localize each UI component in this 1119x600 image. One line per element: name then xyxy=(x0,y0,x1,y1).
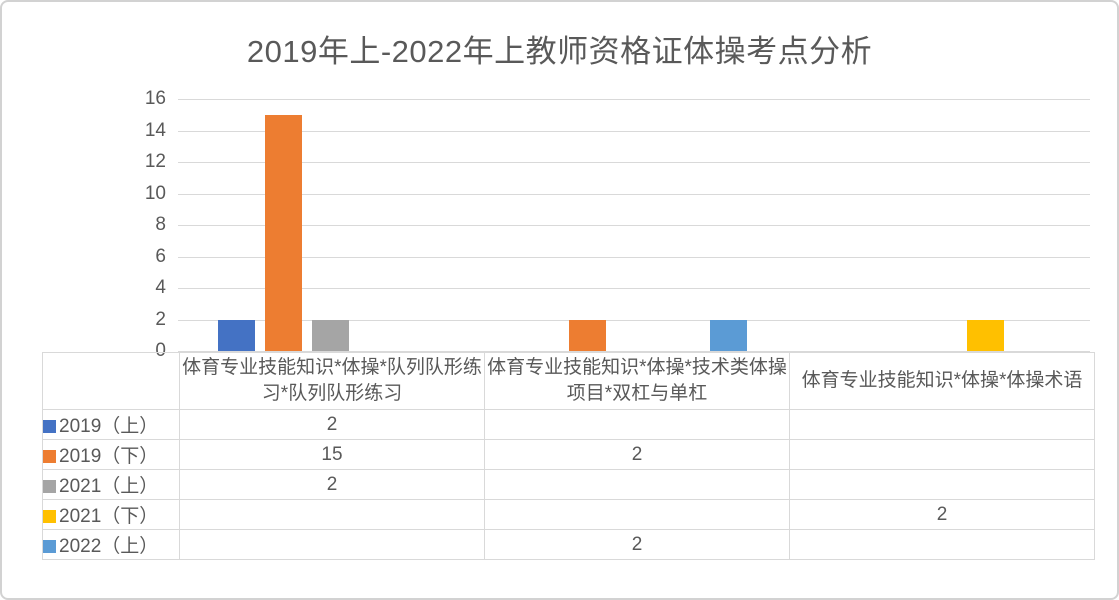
table-cell: 2 xyxy=(179,409,485,440)
table-row: 2022（上） 2 xyxy=(42,529,1095,560)
table-cell: 15 xyxy=(179,439,485,470)
table-cell: 2 xyxy=(484,529,790,560)
gridline xyxy=(178,162,1090,163)
y-axis-tick-label: 2 xyxy=(155,308,166,330)
y-axis-tick-label: 16 xyxy=(144,88,166,109)
table-cell xyxy=(789,439,1095,470)
legend-label: 2021（下） xyxy=(59,506,159,527)
bar-series-2-category-1 xyxy=(264,114,302,351)
gridline xyxy=(178,319,1090,321)
table-cell xyxy=(789,469,1095,500)
table-cell xyxy=(484,409,790,440)
legend-key-1: 2019（上） xyxy=(42,409,180,440)
legend-marker-icon xyxy=(43,540,56,553)
legend-label: 2019（上） xyxy=(59,416,159,437)
y-axis-tick-label: 6 xyxy=(155,245,166,267)
table-header-row: 体育专业技能知识*体操*队列队形练习*队列队形练习 体育专业技能知识*体操*技术类… xyxy=(42,352,1095,410)
y-axis-tick-label: 4 xyxy=(155,277,166,298)
table-corner-blank xyxy=(42,352,180,410)
table-row: 2021（上） 2 xyxy=(42,469,1095,500)
table-row: 2019（上） 2 xyxy=(42,409,1095,440)
legend-label: 2021（上） xyxy=(59,476,159,497)
y-axis-tick-label: 10 xyxy=(144,182,166,204)
gridline xyxy=(178,130,1090,132)
gridline xyxy=(178,288,1090,289)
bar-series-3-category-1 xyxy=(311,319,349,351)
table-cell: 2 xyxy=(484,439,790,470)
bar-series-5-category-2 xyxy=(709,319,747,351)
bar-series-1-category-1 xyxy=(217,319,255,351)
bar-series-2-category-2 xyxy=(568,319,606,351)
legend-key-4: 2021（下） xyxy=(42,499,180,530)
data-table: 体育专业技能知识*体操*队列队形练习*队列队形练习 体育专业技能知识*体操*技术类… xyxy=(42,352,1095,560)
table-cell xyxy=(789,529,1095,560)
table-row: 2021（下） 2 xyxy=(42,499,1095,530)
legend-label: 2019（下） xyxy=(59,446,159,467)
legend-label: 2022（上） xyxy=(59,536,159,557)
table-cell xyxy=(484,499,790,530)
table-row: 2019（下） 15 2 xyxy=(42,439,1095,470)
table-cell xyxy=(179,499,485,530)
table-cell xyxy=(484,469,790,500)
category-header-1: 体育专业技能知识*体操*队列队形练习*队列队形练习 xyxy=(179,352,485,410)
y-axis-tick-label: 14 xyxy=(144,119,166,141)
gridline xyxy=(178,351,1090,352)
table-cell xyxy=(179,529,485,560)
category-header-3: 体育专业技能知识*体操*体操术语 xyxy=(789,352,1095,410)
gridline xyxy=(178,256,1090,258)
chart-title: 2019年上-2022年上教师资格证体操考点分析 xyxy=(246,34,873,69)
legend-marker-icon xyxy=(43,450,56,463)
legend-key-3: 2021（上） xyxy=(42,469,180,500)
table-cell: 2 xyxy=(179,469,485,500)
bar-series-4-category-3 xyxy=(966,319,1004,351)
gridline xyxy=(178,225,1090,226)
y-axis-tick-label: 12 xyxy=(144,151,166,172)
legend-key-5: 2022（上） xyxy=(42,529,180,560)
y-axis-tick-label: 0 xyxy=(155,340,166,361)
legend-marker-icon xyxy=(43,480,56,493)
y-axis-tick-label: 8 xyxy=(155,214,166,235)
legend-marker-icon xyxy=(43,420,56,433)
gridline xyxy=(178,193,1090,195)
legend-key-2: 2019（下） xyxy=(42,439,180,470)
table-cell xyxy=(789,409,1095,440)
category-header-2: 体育专业技能知识*体操*技术类体操项目*双杠与单杠 xyxy=(484,352,790,410)
legend-marker-icon xyxy=(43,510,56,523)
gridline xyxy=(178,99,1090,100)
table-cell: 2 xyxy=(789,499,1095,530)
